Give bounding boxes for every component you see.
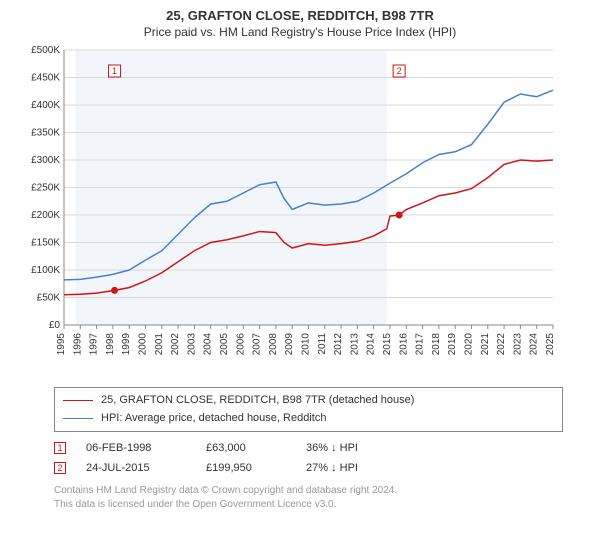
svg-text:2: 2 <box>397 66 402 76</box>
svg-text:2005: 2005 <box>219 333 230 356</box>
svg-text:2001: 2001 <box>154 333 165 356</box>
svg-text:£350K: £350K <box>31 128 60 139</box>
svg-text:1998: 1998 <box>105 333 116 356</box>
svg-text:2015: 2015 <box>382 333 393 356</box>
svg-text:£450K: £450K <box>31 73 60 84</box>
sale-diff: 36% ↓ HPI <box>306 442 426 454</box>
svg-text:2016: 2016 <box>398 333 409 356</box>
svg-text:2007: 2007 <box>252 333 263 356</box>
svg-text:2011: 2011 <box>317 333 328 355</box>
sale-diff: 27% ↓ HPI <box>306 462 426 474</box>
svg-text:£100K: £100K <box>31 265 60 276</box>
svg-text:2000: 2000 <box>138 333 149 356</box>
svg-text:2012: 2012 <box>333 333 344 356</box>
svg-text:£250K: £250K <box>31 183 60 194</box>
legend-line-icon <box>63 400 93 401</box>
legend-line-icon <box>63 418 93 419</box>
sale-price: £199,950 <box>206 462 286 474</box>
sale-marker-icon: 1 <box>54 442 66 454</box>
sale-date: 06-FEB-1998 <box>86 442 186 454</box>
legend-label: 25, GRAFTON CLOSE, REDDITCH, B98 7TR (de… <box>101 392 414 410</box>
footer-line: Contains HM Land Registry data © Crown c… <box>54 484 563 498</box>
svg-text:1997: 1997 <box>89 333 100 356</box>
svg-text:2006: 2006 <box>235 333 246 356</box>
svg-text:1: 1 <box>112 66 117 76</box>
svg-text:2013: 2013 <box>349 333 360 356</box>
svg-text:1995: 1995 <box>56 333 67 356</box>
svg-text:£0: £0 <box>49 320 61 331</box>
chart-svg: £0 £50K £100K £150K £200K £250K £300K £350K £400… <box>20 45 580 375</box>
svg-text:2017: 2017 <box>415 333 426 356</box>
chart-title: 25, GRAFTON CLOSE, REDDITCH, B98 7TR <box>10 8 590 23</box>
svg-text:£200K: £200K <box>31 210 60 221</box>
legend-item: HPI: Average price, detached house, Redd… <box>63 410 554 428</box>
svg-text:£300K: £300K <box>31 155 60 166</box>
svg-text:2018: 2018 <box>431 333 442 356</box>
legend-label: HPI: Average price, detached house, Redd… <box>101 410 326 428</box>
svg-text:2003: 2003 <box>186 333 197 356</box>
svg-text:£500K: £500K <box>31 45 60 56</box>
sale-events: 1 06-FEB-1998 £63,000 36% ↓ HPI 2 24-JUL… <box>54 438 563 478</box>
chart-subtitle: Price paid vs. HM Land Registry's House … <box>10 25 590 39</box>
sale-price: £63,000 <box>206 442 286 454</box>
footer-line: This data is licensed under the Open Gov… <box>54 498 563 512</box>
svg-text:2004: 2004 <box>203 333 214 356</box>
svg-text:2022: 2022 <box>496 333 507 356</box>
svg-text:2025: 2025 <box>545 333 556 356</box>
svg-text:2024: 2024 <box>529 333 540 356</box>
svg-text:2019: 2019 <box>447 333 458 356</box>
svg-text:2021: 2021 <box>480 333 491 356</box>
title-block: 25, GRAFTON CLOSE, REDDITCH, B98 7TR Pri… <box>10 8 590 39</box>
legend-item: 25, GRAFTON CLOSE, REDDITCH, B98 7TR (de… <box>63 392 554 410</box>
footer-attribution: Contains HM Land Registry data © Crown c… <box>54 484 563 511</box>
svg-text:2020: 2020 <box>464 333 475 356</box>
svg-text:£50K: £50K <box>37 293 61 304</box>
svg-text:1999: 1999 <box>121 333 132 356</box>
svg-text:2009: 2009 <box>284 333 295 356</box>
sale-date: 24-JUL-2015 <box>86 462 186 474</box>
sale-event-row: 2 24-JUL-2015 £199,950 27% ↓ HPI <box>54 458 563 478</box>
svg-text:£150K: £150K <box>31 238 60 249</box>
svg-text:2023: 2023 <box>512 333 523 356</box>
chart-container: 25, GRAFTON CLOSE, REDDITCH, B98 7TR Pri… <box>0 0 600 560</box>
legend-box: 25, GRAFTON CLOSE, REDDITCH, B98 7TR (de… <box>54 387 563 432</box>
svg-text:2014: 2014 <box>366 333 377 356</box>
chart-plot-area: £0 £50K £100K £150K £200K £250K £300K £350K £400… <box>20 45 580 375</box>
svg-text:£400K: £400K <box>31 100 60 111</box>
sale-marker-icon: 2 <box>54 462 66 474</box>
svg-text:2002: 2002 <box>170 333 181 356</box>
svg-text:1996: 1996 <box>72 333 83 356</box>
svg-text:2010: 2010 <box>301 333 312 356</box>
sale-event-row: 1 06-FEB-1998 £63,000 36% ↓ HPI <box>54 438 563 458</box>
svg-text:2008: 2008 <box>268 333 279 356</box>
